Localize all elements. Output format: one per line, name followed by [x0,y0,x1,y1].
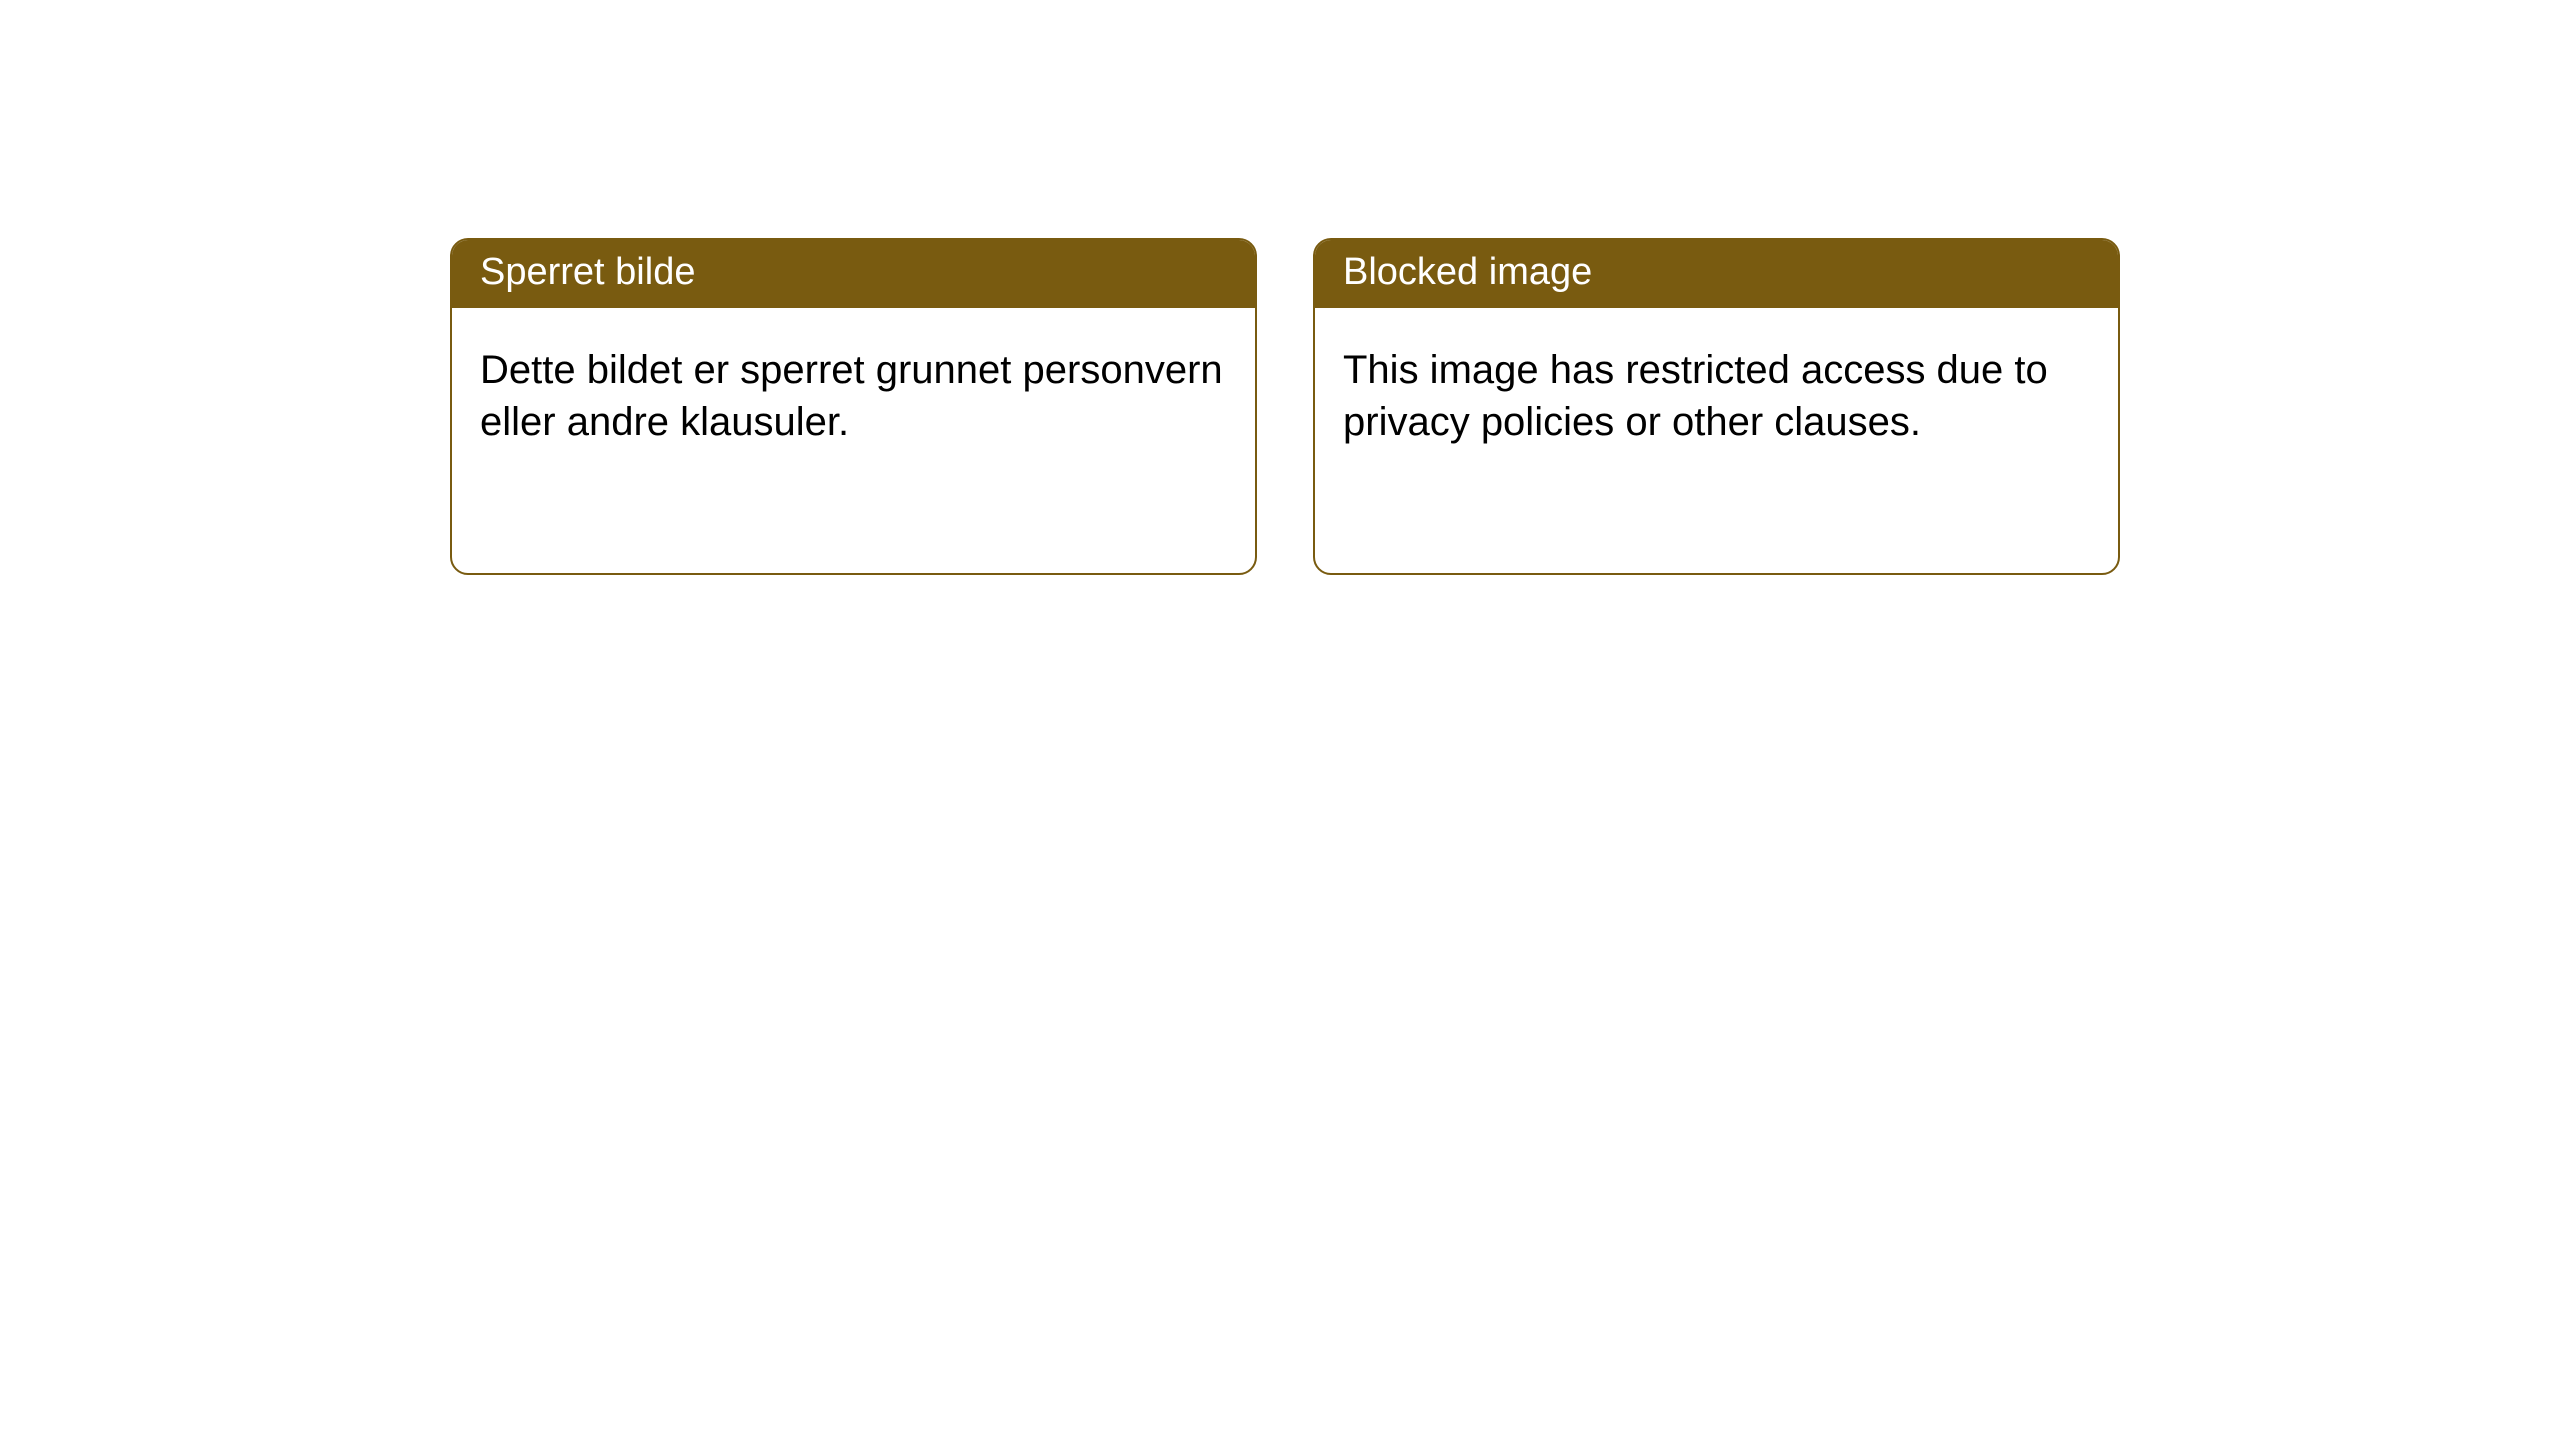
card-body-en: This image has restricted access due to … [1315,308,2118,478]
blocked-image-card-en: Blocked image This image has restricted … [1313,238,2120,575]
card-header-en: Blocked image [1315,240,2118,308]
card-header-no: Sperret bilde [452,240,1255,308]
notice-container: Sperret bilde Dette bildet er sperret gr… [450,238,2120,575]
card-body-no: Dette bildet er sperret grunnet personve… [452,308,1255,478]
blocked-image-card-no: Sperret bilde Dette bildet er sperret gr… [450,238,1257,575]
